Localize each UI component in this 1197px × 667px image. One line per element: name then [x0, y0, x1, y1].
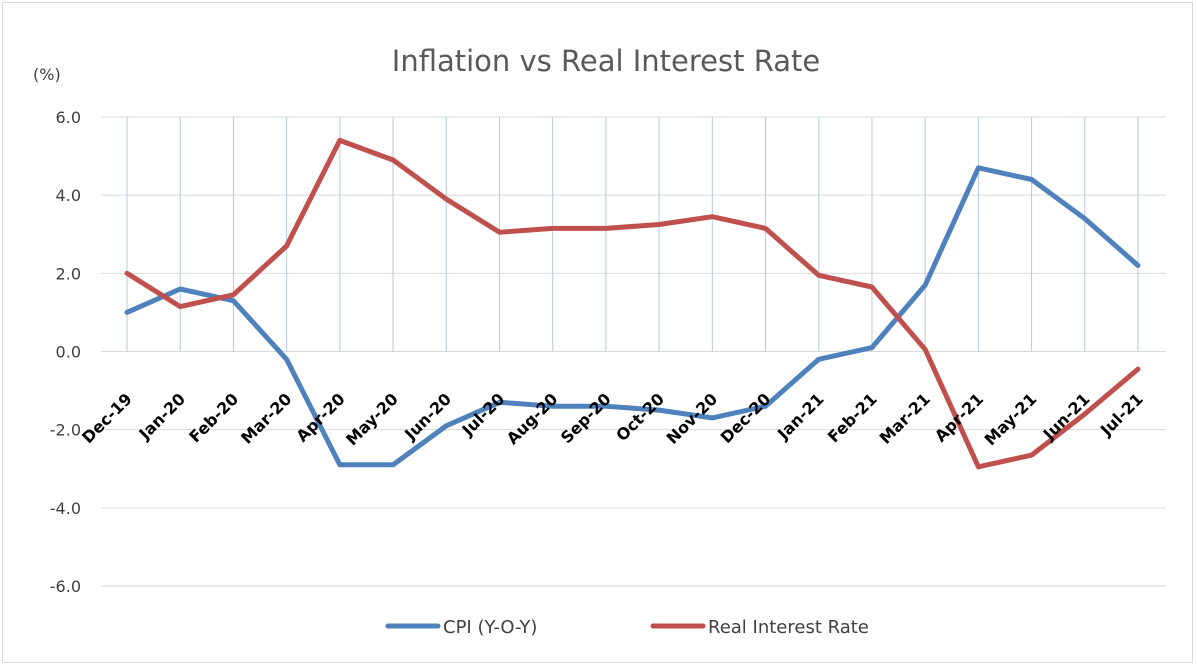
x-tick-label: Sep-20: [557, 389, 615, 447]
x-tick-label: Dec-20: [717, 389, 775, 447]
x-tick-label: Jan-21: [773, 389, 827, 443]
x-tick-label: Mar-20: [237, 389, 295, 447]
x-tick-label: Apr-21: [931, 389, 987, 445]
y-tick-label: -4.0: [50, 499, 81, 518]
x-tick-label: Jan-20: [135, 389, 189, 443]
x-tick-label: Dec-19: [78, 389, 136, 447]
x-tick-label: Jun-20: [400, 389, 455, 444]
y-tick-label: 6.0: [56, 108, 81, 127]
x-tick-label: May-20: [342, 389, 402, 449]
gridlines: [101, 116, 1166, 587]
y-axis-ticks: 6.0 4.0 2.0 0.0 -2.0 -4.0 -6.0: [50, 108, 81, 596]
chart-title: Inflation vs Real Interest Rate: [392, 44, 820, 78]
x-tick-label: Oct-20: [612, 389, 668, 445]
x-tick-label: Apr-20: [292, 389, 348, 445]
legend-label: CPI (Y-O-Y): [443, 617, 537, 638]
y-tick-label: 2.0: [56, 264, 81, 283]
y-axis-unit-label: (%): [33, 65, 61, 84]
legend: CPI (Y-O-Y) Real Interest Rate: [385, 617, 869, 638]
x-tick-label: Feb-20: [185, 389, 242, 446]
x-tick-label: Feb-21: [824, 389, 881, 446]
x-tick-label: Aug-20: [503, 389, 562, 448]
y-tick-label: 0.0: [56, 343, 81, 362]
line-chart: Inflation vs Real Interest Rate (%) 6.0 4…: [33, 44, 1166, 638]
series-line-0: [124, 165, 1141, 468]
series-line-1: [124, 137, 1141, 470]
y-tick-label: 4.0: [56, 186, 81, 205]
y-tick-label: -6.0: [50, 577, 81, 596]
y-tick-label: -2.0: [50, 421, 81, 440]
legend-label: Real Interest Rate: [708, 617, 869, 638]
x-tick-label: Jun-21: [1039, 389, 1094, 444]
x-tick-label: May-21: [981, 389, 1041, 449]
x-tick-label: Mar-21: [876, 389, 934, 447]
series-lines: [124, 137, 1141, 470]
